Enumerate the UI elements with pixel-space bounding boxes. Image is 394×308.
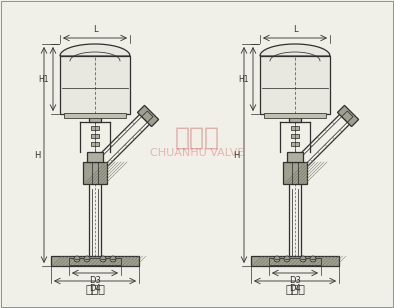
Bar: [283, 162, 307, 184]
Bar: [91, 142, 99, 146]
Polygon shape: [138, 105, 159, 127]
Bar: [287, 152, 303, 162]
Text: L: L: [293, 25, 297, 34]
Text: D4: D4: [89, 284, 101, 293]
Bar: [51, 256, 139, 266]
Text: H1: H1: [39, 75, 49, 83]
Bar: [291, 134, 299, 138]
Circle shape: [110, 256, 116, 262]
Text: CHUANHU VALVE: CHUANHU VALVE: [150, 148, 244, 158]
Text: 下展式: 下展式: [85, 285, 105, 295]
Bar: [91, 134, 99, 138]
Bar: [60, 56, 130, 114]
Bar: [64, 113, 126, 118]
Text: 川沪阀: 川沪阀: [175, 126, 219, 150]
Text: H1: H1: [238, 75, 249, 83]
Circle shape: [100, 256, 106, 262]
Polygon shape: [337, 105, 359, 127]
Bar: [69, 258, 121, 265]
Bar: [251, 256, 339, 266]
Text: 上展式: 上展式: [285, 285, 305, 295]
Bar: [291, 126, 299, 130]
Circle shape: [284, 256, 290, 262]
Bar: [260, 56, 330, 114]
Polygon shape: [60, 44, 130, 56]
Text: D3: D3: [289, 276, 301, 285]
Circle shape: [310, 256, 316, 262]
Bar: [89, 114, 101, 122]
Bar: [264, 113, 326, 118]
Circle shape: [84, 256, 90, 262]
Bar: [83, 162, 107, 184]
Bar: [269, 258, 321, 265]
Text: L: L: [93, 25, 97, 34]
Text: D4: D4: [289, 284, 301, 293]
Circle shape: [74, 256, 80, 262]
Bar: [87, 152, 103, 162]
Circle shape: [274, 256, 280, 262]
Bar: [91, 126, 99, 130]
Polygon shape: [260, 44, 330, 56]
Bar: [291, 142, 299, 146]
Circle shape: [300, 256, 306, 262]
Bar: [289, 114, 301, 122]
Text: D3: D3: [89, 276, 101, 285]
Text: H: H: [234, 151, 240, 160]
Text: H: H: [33, 151, 40, 160]
